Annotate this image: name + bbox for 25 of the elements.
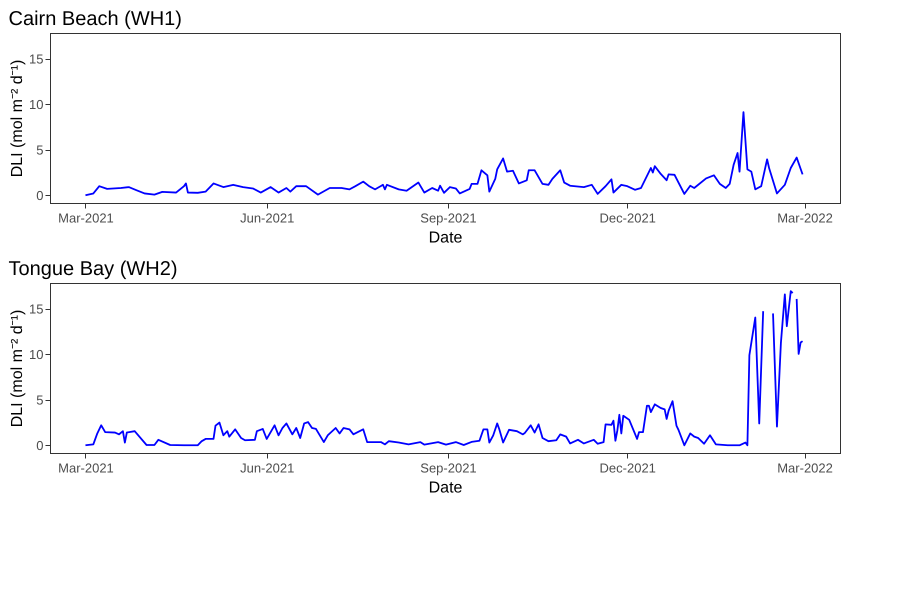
line-series	[84, 111, 804, 196]
y-tick-label: 15	[29, 51, 44, 66]
y-tick-label: 10	[29, 96, 44, 112]
y-axis-title: DLI (mol m⁻² d⁻¹)	[9, 310, 26, 428]
x-tick-label: Mar-2022	[777, 210, 833, 226]
x-tick-label: Sep-2021	[420, 460, 477, 476]
y-axis-title: DLI (mol m⁻² d⁻¹)	[9, 60, 26, 178]
x-tick-label: Mar-2021	[58, 210, 114, 226]
x-tick-label: Jun-2021	[240, 210, 294, 226]
x-tick-label: Mar-2022	[777, 460, 833, 476]
x-axis-title: Date	[428, 480, 462, 496]
y-tick-label: 0	[36, 188, 44, 203]
y-tick-label: 15	[29, 301, 44, 316]
y-tick-label: 10	[29, 346, 44, 362]
x-tick-label: Dec-2021	[600, 460, 656, 476]
y-tick-label: 5	[36, 142, 44, 158]
y-tick-label: 5	[36, 392, 44, 408]
y-tick-label: 0	[36, 438, 44, 453]
chart-title: Cairn Beach (WH1)	[8, 8, 182, 30]
x-tick-label: Dec-2021	[600, 210, 656, 226]
x-tick-label: Sep-2021	[420, 210, 477, 226]
x-axis-title: Date	[428, 230, 462, 246]
x-tick-label: Jun-2021	[240, 460, 294, 476]
x-tick-label: Mar-2021	[58, 460, 114, 476]
chart-title: Tongue Bay (WH2)	[8, 258, 178, 280]
